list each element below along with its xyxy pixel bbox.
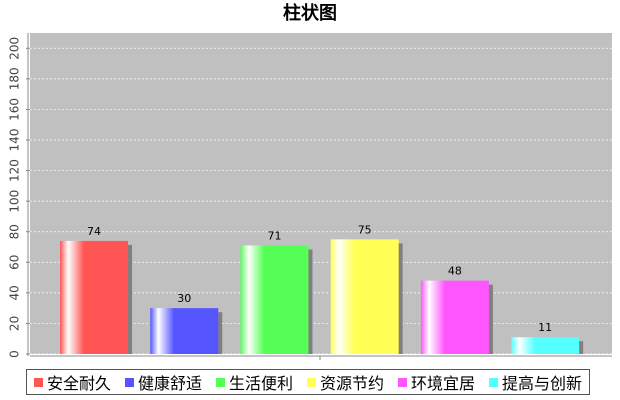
y-tick-label: 200 xyxy=(8,37,22,60)
value-label: 75 xyxy=(358,223,372,236)
y-tick-label: 40 xyxy=(8,285,22,300)
legend-swatch xyxy=(33,377,43,387)
y-tick-label: 140 xyxy=(8,129,22,152)
legend-item: 生活便利 xyxy=(215,370,293,394)
y-tick-label: 120 xyxy=(8,159,22,182)
legend-label: 环境宜居 xyxy=(410,374,475,393)
bar xyxy=(60,240,128,354)
value-label: 30 xyxy=(177,292,191,305)
legend-label: 提高与创新 xyxy=(501,374,582,393)
legend-label: 健康舒适 xyxy=(137,374,202,393)
bar xyxy=(330,239,399,354)
value-label: 71 xyxy=(267,229,281,242)
y-tick-label: 60 xyxy=(8,255,22,270)
legend-item: 环境宜居 xyxy=(397,370,475,394)
y-tick-label: 0 xyxy=(8,350,22,358)
y-tick-label: 80 xyxy=(8,224,22,239)
y-tick-label: 160 xyxy=(8,98,22,121)
value-label: 74 xyxy=(87,225,101,238)
chart-title: 柱状图 xyxy=(283,2,337,24)
y-tick-label: 20 xyxy=(8,316,22,331)
legend: 安全耐久 健康舒适 生活便利 资源节约 环境宜居 提高与创新 xyxy=(26,369,590,395)
bar xyxy=(511,337,580,354)
legend-label: 安全耐久 xyxy=(46,374,111,393)
value-label: 48 xyxy=(448,265,462,278)
bar xyxy=(240,245,309,354)
bar xyxy=(150,308,219,354)
y-tick-label: 180 xyxy=(8,67,22,90)
bar xyxy=(420,280,489,354)
value-label: 11 xyxy=(538,321,552,334)
legend-item: 健康舒适 xyxy=(124,370,202,394)
legend-label: 生活便利 xyxy=(228,374,293,393)
legend-item: 安全耐久 xyxy=(33,370,111,394)
legend-label: 资源节约 xyxy=(319,374,384,393)
legend-swatch xyxy=(488,377,498,387)
legend-item: 提高与创新 xyxy=(488,370,582,394)
legend-swatch xyxy=(306,377,316,387)
legend-swatch xyxy=(215,377,225,387)
legend-swatch xyxy=(397,377,407,387)
legend-item: 资源节约 xyxy=(306,370,384,394)
y-tick-label: 100 xyxy=(8,190,22,213)
legend-swatch xyxy=(124,377,134,387)
